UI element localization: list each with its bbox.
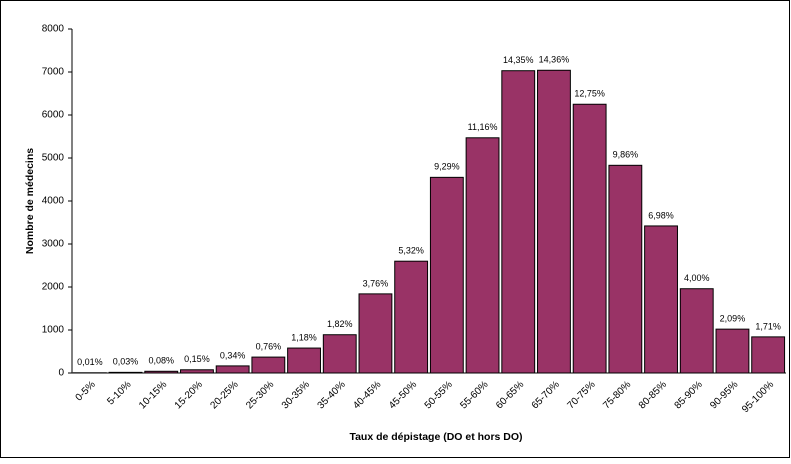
bar-label: 0,15% <box>184 354 210 364</box>
bar <box>609 165 642 373</box>
bar <box>502 71 535 373</box>
bar <box>216 366 249 373</box>
bar-label: 1,71% <box>755 321 781 331</box>
bar <box>573 104 606 373</box>
bar-label: 3,76% <box>363 278 389 288</box>
bar <box>466 138 499 373</box>
bar <box>680 289 713 373</box>
bar-label: 0,34% <box>220 350 246 360</box>
bar-label: 9,29% <box>434 162 460 172</box>
x-axis-title: Taux de dépistage (DO et hors DO) <box>349 431 522 443</box>
bar-label: 1,18% <box>291 332 317 342</box>
bar-label: 0,01% <box>77 357 103 367</box>
bar <box>538 70 571 373</box>
bar <box>395 261 428 373</box>
bar-label: 4,00% <box>684 273 710 283</box>
bar-label: 11,16% <box>468 122 498 132</box>
bar <box>323 335 356 373</box>
bar <box>252 357 285 373</box>
bar-label: 0,03% <box>113 357 139 367</box>
bar-label: 0,76% <box>256 341 282 351</box>
y-tick-label: 8000 <box>42 24 65 35</box>
bar-label: 0,08% <box>148 356 174 366</box>
bar-label: 6,98% <box>648 210 674 220</box>
y-tick-label: 5000 <box>42 153 65 164</box>
bar <box>288 348 321 373</box>
bar-label: 12,75% <box>574 89 605 99</box>
y-tick-label: 6000 <box>42 110 65 121</box>
y-tick-label: 0 <box>58 368 64 379</box>
y-tick-label: 1000 <box>42 325 65 336</box>
bar-label: 9,86% <box>613 150 639 160</box>
y-tick-label: 4000 <box>42 196 65 207</box>
bar-label: 14,36% <box>539 55 570 65</box>
bar-label: 5,32% <box>398 246 424 256</box>
bar <box>359 294 392 373</box>
bar <box>752 337 785 373</box>
bar-label: 14,35% <box>503 55 534 65</box>
y-tick-label: 3000 <box>42 239 65 250</box>
bar <box>645 226 678 373</box>
bar <box>716 329 749 373</box>
y-tick-label: 2000 <box>42 282 65 293</box>
bar <box>430 177 463 373</box>
bar-label: 1,82% <box>327 319 353 329</box>
bar-label: 2,09% <box>720 314 746 324</box>
y-axis-title: Nombre de médecins <box>24 148 36 254</box>
y-tick-label: 7000 <box>42 67 65 78</box>
